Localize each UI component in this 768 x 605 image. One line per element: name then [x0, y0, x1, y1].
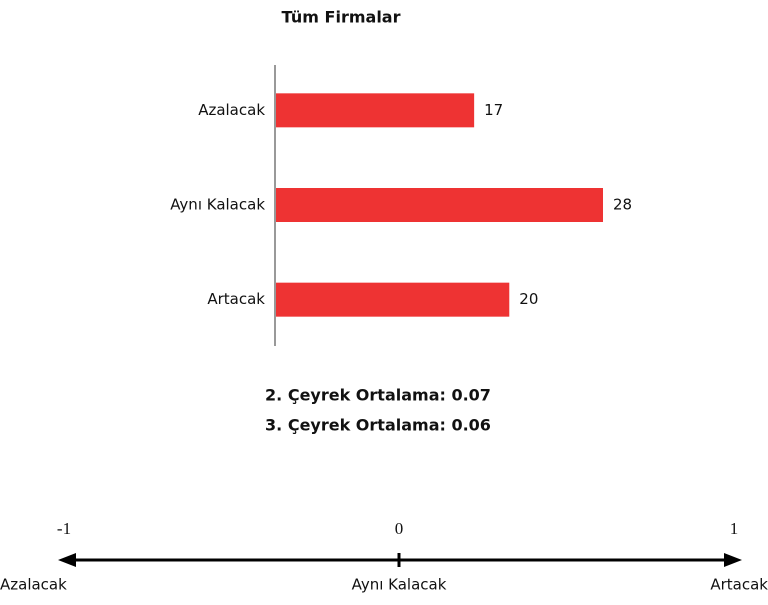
data-label: 20 — [519, 290, 538, 308]
y-tick-label: Azalacak — [198, 101, 265, 119]
scale-tick-label: 1 — [730, 519, 739, 538]
bar — [276, 188, 603, 222]
bar — [276, 93, 475, 128]
arrow-left — [58, 553, 76, 567]
y-tick-label: Artacak — [207, 290, 265, 308]
scale-label: Artacak — [710, 576, 768, 594]
scale-tick-label: 0 — [395, 519, 404, 538]
scale-label: Azalacak — [0, 576, 67, 594]
chart-title: Tüm Firmalar — [282, 8, 401, 27]
data-label: 17 — [484, 101, 503, 119]
scale-tick-label: -1 — [57, 519, 71, 538]
scale-label: Aynı Kalacak — [352, 576, 447, 594]
bar — [276, 282, 510, 317]
annotation: 3. Çeyrek Ortalama: 0.06 — [265, 416, 491, 435]
data-label: 28 — [613, 196, 632, 214]
arrow-right — [724, 553, 742, 567]
y-tick-label: Aynı Kalacak — [170, 196, 265, 214]
annotation: 2. Çeyrek Ortalama: 0.07 — [265, 386, 491, 405]
